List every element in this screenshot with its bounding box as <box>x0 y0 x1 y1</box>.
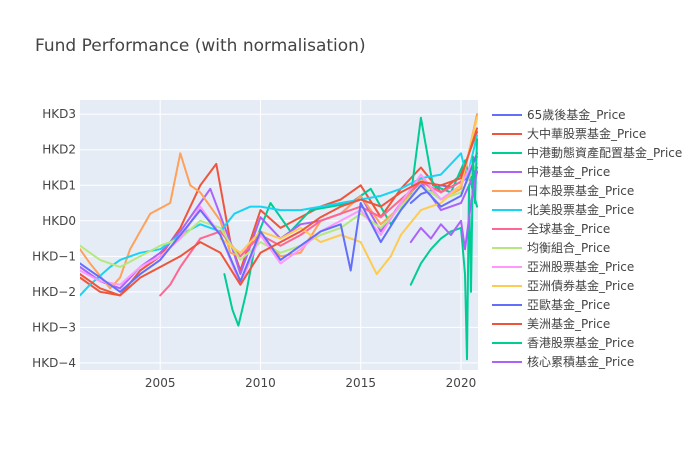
y-tick-label: HKD0 <box>42 214 76 228</box>
plot-background <box>80 100 478 370</box>
y-tick-label: HKD2 <box>42 143 76 157</box>
series-line-1 <box>80 131 478 297</box>
series-lines <box>80 113 478 361</box>
legend-label: 美洲基金_Price <box>527 316 610 331</box>
legend-label: 亞歐基金_Price <box>527 297 610 312</box>
series-line-2 <box>223 116 478 327</box>
legend-item[interactable]: 亞洲股票基金_Price <box>492 259 634 274</box>
series-line-13 <box>409 170 478 251</box>
x-tick-label: 2010 <box>245 376 276 390</box>
y-axis-ticks: HKD3 HKD2 HKD1 HKD0 HKD−1 HKD−2 HKD−3 HKD−4 <box>32 107 76 370</box>
legend-item[interactable]: 全球基金_Price <box>492 221 610 236</box>
y-tick-label: HKD−3 <box>32 320 76 334</box>
y-tick-label: HKD3 <box>42 107 76 121</box>
series-line-11 <box>80 127 478 297</box>
series-line-9 <box>219 116 478 276</box>
x-tick-label: 2020 <box>446 376 477 390</box>
legend-label: 中港動態資產配置基金_Price <box>527 145 682 160</box>
legend-item[interactable]: 大中華股票基金_Price <box>492 126 646 141</box>
x-axis-ticks: 2005 2010 2015 2020 <box>145 376 476 390</box>
legend-item[interactable]: 65歲後基金_Price <box>492 107 626 122</box>
legend-item[interactable]: 中港基金_Price <box>492 164 610 179</box>
chart-title: Fund Performance (with normalisation) <box>35 36 366 56</box>
legend-item[interactable]: 美洲基金_Price <box>492 316 610 331</box>
legend-item[interactable]: 中港動態資產配置基金_Price <box>492 145 682 160</box>
legend-item[interactable]: 均衡組合_Price <box>492 240 610 255</box>
series-line-8 <box>80 152 478 286</box>
legend-item[interactable]: 香港股票基金_Price <box>492 335 634 350</box>
legend-item[interactable]: 日本股票基金_Price <box>492 183 634 198</box>
legend-item[interactable]: 北美股票基金_Price <box>492 202 634 217</box>
legend-label: 中港基金_Price <box>527 164 610 179</box>
series-line-10 <box>80 152 478 293</box>
legend-label: 北美股票基金_Price <box>527 202 634 217</box>
y-tick-label: HKD−2 <box>32 285 76 299</box>
legend-label: 65歲後基金_Price <box>527 107 626 122</box>
legend-label: 核心累積基金_Price <box>527 354 634 369</box>
y-tick-label: HKD−1 <box>32 249 76 263</box>
legend-label: 全球基金_Price <box>527 221 610 236</box>
x-tick-label: 2005 <box>145 376 176 390</box>
legend[interactable]: 65歲後基金_Price 大中華股票基金_Price 中港動態資產配置基金_Pric… <box>492 107 682 369</box>
legend-label: 亞洲股票基金_Price <box>527 259 634 274</box>
series-line-12 <box>409 138 478 361</box>
legend-item[interactable]: 核心累積基金_Price <box>492 354 634 369</box>
y-tick-label: HKD−4 <box>32 356 76 370</box>
legend-item[interactable]: 亞洲債券基金_Price <box>492 278 634 293</box>
legend-label: 大中華股票基金_Price <box>527 126 646 141</box>
x-tick-label: 2015 <box>345 376 376 390</box>
legend-label: 亞洲債券基金_Price <box>527 278 634 293</box>
legend-label: 均衡組合_Price <box>527 240 610 255</box>
y-tick-label: HKD1 <box>42 178 76 192</box>
legend-label: 香港股票基金_Price <box>527 335 634 350</box>
legend-label: 日本股票基金_Price <box>527 183 634 198</box>
legend-item[interactable]: 亞歐基金_Price <box>492 297 610 312</box>
